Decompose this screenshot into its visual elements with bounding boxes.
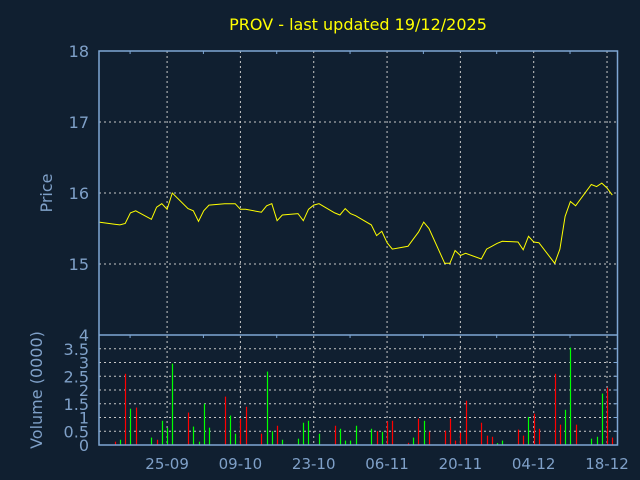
chart-title: PROV - last updated 19/12/2025 xyxy=(229,15,487,34)
volume-tick-label: 3 xyxy=(79,354,89,373)
x-tick-label: 18-12 xyxy=(585,455,629,473)
axis-tick-labels: 25-09 09-10 23-10 06-11 20-11 04-12 18-12 18 17 1… xyxy=(64,42,629,473)
grid xyxy=(99,51,618,446)
volume-axis-label: Volume (0000) xyxy=(27,331,46,449)
volume-tick-label: 1.5 xyxy=(64,395,89,414)
plot-border xyxy=(98,50,619,446)
price-tick-label: 18 xyxy=(69,42,89,61)
volume-tick-label: 0.5 xyxy=(64,422,89,441)
volume-tick-label: 0 xyxy=(79,436,89,455)
x-tick-label: 23-10 xyxy=(292,455,336,473)
x-tick-label: 09-10 xyxy=(219,455,263,473)
volume-bars xyxy=(114,347,614,445)
x-tick-label: 04-12 xyxy=(512,455,556,473)
plot-frame xyxy=(98,50,619,446)
price-tick-label: 17 xyxy=(69,113,89,132)
volume-tick-label: 2 xyxy=(79,381,89,400)
price-line-group xyxy=(98,182,613,265)
x-tick-label: 25-09 xyxy=(145,455,189,473)
price-tick-label: 15 xyxy=(69,255,89,274)
x-tick-label: 06-11 xyxy=(365,455,409,473)
volume-tick-label: 4 xyxy=(79,326,89,345)
x-tick-label: 20-11 xyxy=(439,455,483,473)
price-axis-label: Price xyxy=(37,173,56,212)
price-tick-label: 16 xyxy=(69,184,89,203)
volume-tick-label: 1 xyxy=(79,409,89,428)
volume-tick-label: 2.5 xyxy=(64,367,89,386)
price-line xyxy=(98,182,613,265)
volume-tick-label: 3.5 xyxy=(64,340,89,359)
